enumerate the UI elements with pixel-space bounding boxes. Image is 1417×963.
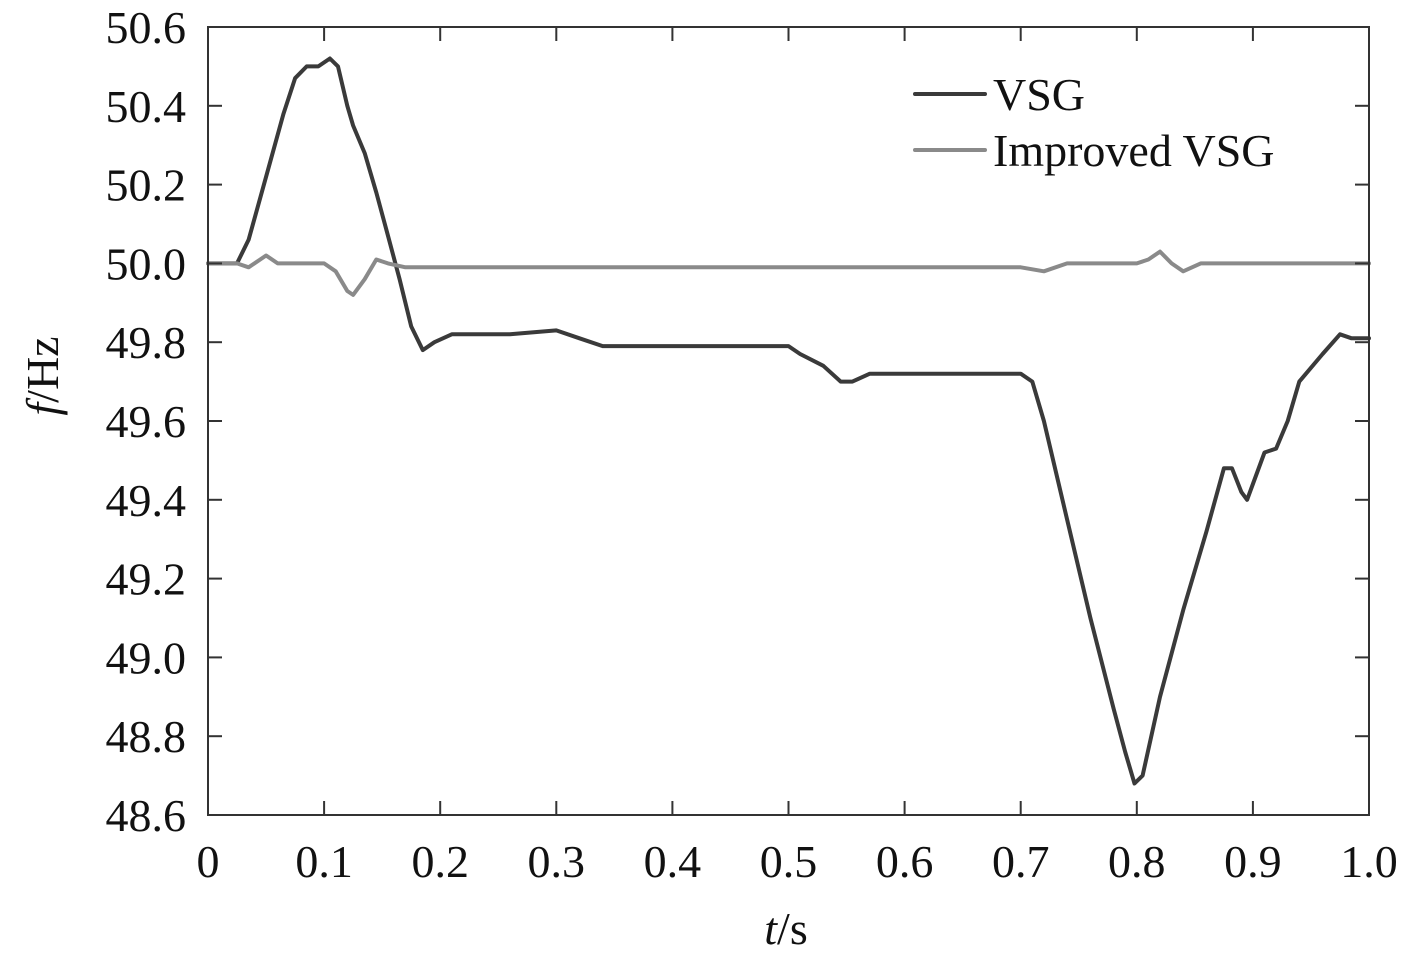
- x-tick-label: 0.9: [1224, 836, 1282, 887]
- legend-label-improved-vsg: Improved VSG: [993, 125, 1275, 176]
- y-tick-label: 49.0: [106, 632, 187, 683]
- x-tick-label: 0.3: [528, 836, 586, 887]
- legend-label-vsg: VSG: [993, 69, 1085, 120]
- series-line-improved-vsg: [206, 249, 1371, 297]
- x-tick-label: 0.4: [644, 836, 702, 887]
- y-axis-label: f/Hz: [17, 336, 68, 415]
- x-tick-label: 0.2: [411, 836, 469, 887]
- y-tick-label: 49.2: [106, 554, 187, 605]
- tick-layer: 0 0.1 0.2 0.3 0.4 0.5 0.6 0.7 0.8 0.9 1.0 48.6 48.8 4…: [106, 2, 1398, 887]
- y-tick-label: 50.2: [106, 160, 187, 211]
- y-tick-label: 48.8: [106, 711, 187, 762]
- y-tick-label: 49.4: [106, 475, 187, 526]
- x-axis-label: t/s: [764, 903, 807, 954]
- y-tick-label: 50.0: [106, 238, 187, 289]
- y-tick-label: 50.6: [106, 2, 187, 53]
- x-tick-label: 0.5: [760, 836, 818, 887]
- series-layer: [206, 56, 1371, 786]
- x-tick-label: 1.0: [1340, 836, 1398, 887]
- series-line-vsg: [206, 56, 1371, 786]
- legend: VSG Improved VSG: [913, 69, 1275, 176]
- y-tick-label: 49.8: [106, 317, 187, 368]
- x-tick-label: 0.6: [876, 836, 934, 887]
- x-tick-label: 0.7: [992, 836, 1050, 887]
- x-tick-label: 0.1: [295, 836, 353, 887]
- x-tick-label: 0: [197, 836, 220, 887]
- y-tick-label: 48.6: [106, 790, 187, 841]
- x-tick-label: 0.8: [1108, 836, 1166, 887]
- y-tick-label: 50.4: [106, 81, 187, 132]
- y-tick-label: 49.6: [106, 396, 187, 447]
